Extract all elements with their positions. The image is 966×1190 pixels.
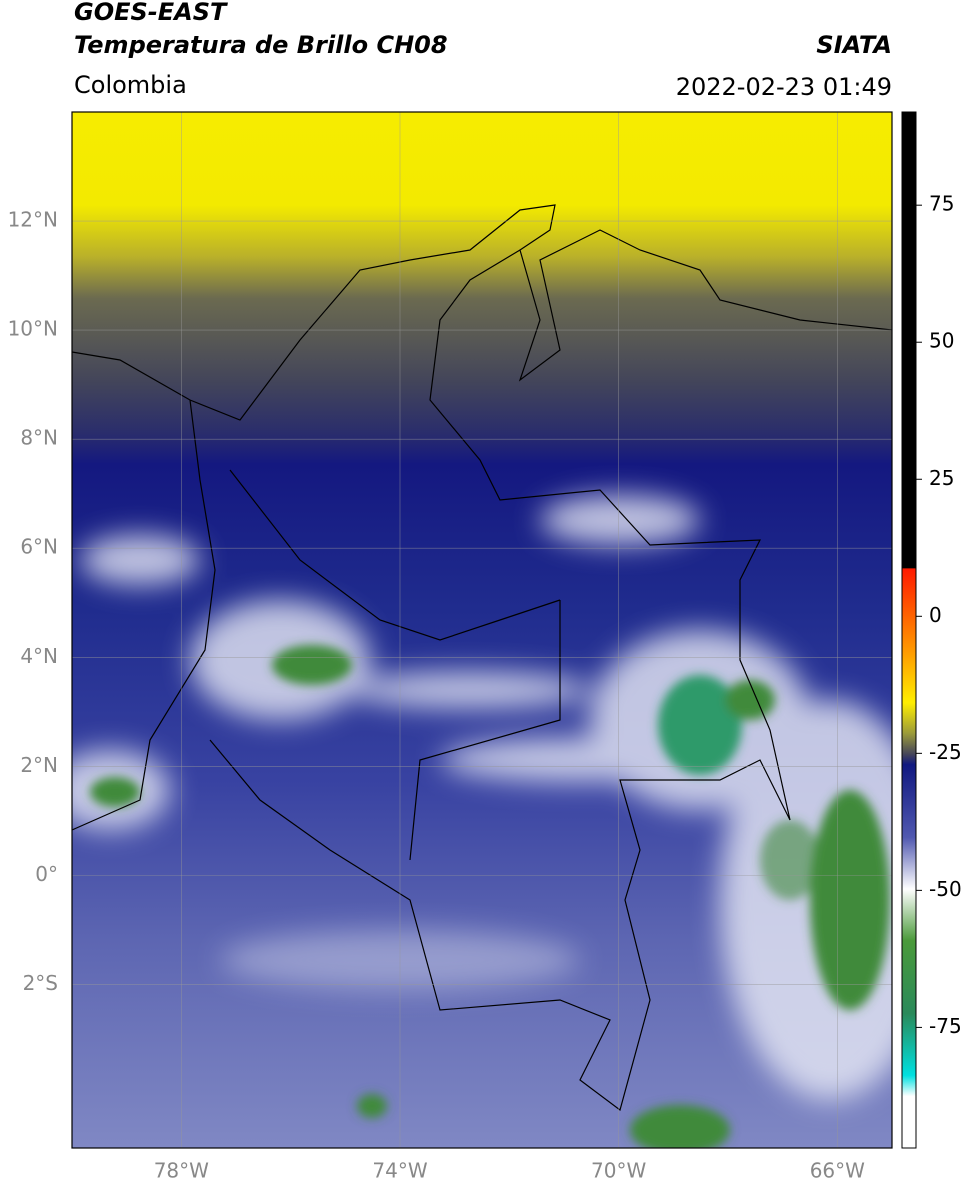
lat-tick-label: 8°N (20, 426, 58, 450)
subtitle: Temperatura de Brillo CH08 (74, 31, 448, 59)
lat-tick-label: 2°N (20, 753, 58, 777)
colorbar-tick-label: 0 (929, 603, 942, 627)
colorbar-tick-label: -50 (929, 877, 962, 901)
datetime: 2022-02-23 01:49 (676, 73, 892, 101)
colorbar-tick-label: 75 (929, 192, 954, 216)
lat-tick-label: 10°N (8, 317, 58, 341)
lat-tick-label: 6°N (20, 535, 58, 559)
lon-tick-label: 78°W (154, 1159, 209, 1183)
region: Colombia (74, 71, 187, 99)
colorbar-tick-label: -25 (929, 740, 962, 764)
satellite-image (72, 112, 892, 1148)
lat-tick-label: 4°N (20, 644, 58, 668)
graticule (72, 112, 892, 1148)
map-frame (71, 111, 893, 1149)
lon-tick-label: 70°W (591, 1159, 646, 1183)
source: SIATA (816, 31, 892, 59)
colorbar-tick-label: -75 (929, 1014, 962, 1038)
lat-tick-label: 12°N (8, 208, 58, 232)
colorbar-tick-label: 25 (929, 466, 954, 490)
lon-tick-label: 66°W (810, 1159, 865, 1183)
colorbar (901, 111, 917, 1149)
lon-tick-label: 74°W (372, 1159, 427, 1183)
colorbar-tick-label: 50 (929, 329, 954, 353)
lat-tick-label: 0° (35, 862, 58, 886)
lat-tick-label: 2°S (23, 971, 58, 995)
title: GOES-EAST (74, 0, 228, 26)
